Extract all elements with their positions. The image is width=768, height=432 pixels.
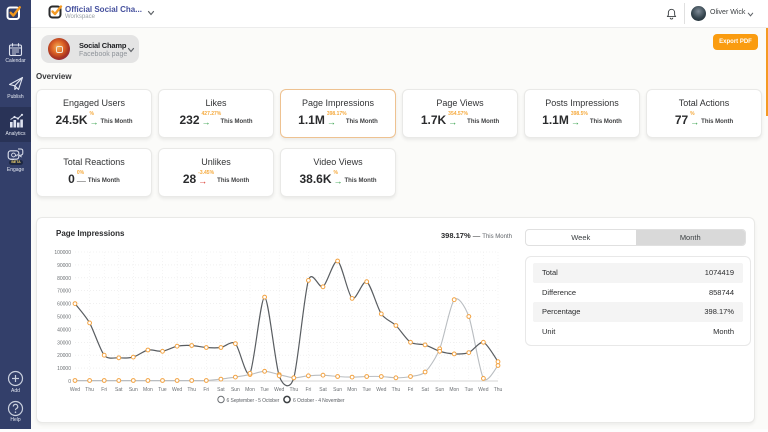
svg-text:Tue: Tue xyxy=(158,387,167,393)
svg-text:Mon: Mon xyxy=(347,387,357,393)
svg-text:Fri: Fri xyxy=(305,387,311,393)
svg-text:90000: 90000 xyxy=(57,263,71,269)
svg-text:10000: 10000 xyxy=(57,366,71,372)
svg-text:Mon: Mon xyxy=(449,387,459,393)
svg-text:6 September - 5 October: 6 September - 5 October xyxy=(227,398,280,404)
svg-text:Sun: Sun xyxy=(333,387,342,393)
svg-text:20000: 20000 xyxy=(57,353,71,359)
svg-text:Fri: Fri xyxy=(101,387,107,393)
svg-text:Wed: Wed xyxy=(376,387,386,393)
svg-text:Fri: Fri xyxy=(203,387,209,393)
svg-text:Mon: Mon xyxy=(245,387,255,393)
svg-text:Thu: Thu xyxy=(392,387,401,393)
svg-text:0: 0 xyxy=(68,379,71,385)
svg-text:40000: 40000 xyxy=(57,327,71,333)
svg-text:Thu: Thu xyxy=(494,387,503,393)
svg-text:100000: 100000 xyxy=(54,250,71,256)
svg-text:Tue: Tue xyxy=(465,387,474,393)
svg-text:Wed: Wed xyxy=(70,387,80,393)
svg-text:Sat: Sat xyxy=(115,387,123,393)
svg-text:Mon: Mon xyxy=(143,387,153,393)
svg-text:Sun: Sun xyxy=(435,387,444,393)
svg-text:Tue: Tue xyxy=(362,387,371,393)
svg-text:30000: 30000 xyxy=(57,340,71,346)
svg-text:Thu: Thu xyxy=(85,387,94,393)
svg-text:6 October - 4 November: 6 October - 4 November xyxy=(293,398,345,404)
svg-text:Wed: Wed xyxy=(274,387,284,393)
svg-text:Sun: Sun xyxy=(231,387,240,393)
svg-text:Thu: Thu xyxy=(187,387,196,393)
svg-text:60000: 60000 xyxy=(57,302,71,308)
svg-text:Sat: Sat xyxy=(421,387,429,393)
svg-text:50000: 50000 xyxy=(57,315,71,321)
svg-text:80000: 80000 xyxy=(57,276,71,282)
svg-text:Fri: Fri xyxy=(408,387,414,393)
svg-text:70000: 70000 xyxy=(57,289,71,295)
svg-text:Wed: Wed xyxy=(478,387,488,393)
svg-text:Thu: Thu xyxy=(289,387,298,393)
svg-text:Sat: Sat xyxy=(217,387,225,393)
svg-text:Sat: Sat xyxy=(319,387,327,393)
svg-text:Wed: Wed xyxy=(172,387,182,393)
svg-text:Sun: Sun xyxy=(129,387,138,393)
svg-text:Tue: Tue xyxy=(260,387,269,393)
